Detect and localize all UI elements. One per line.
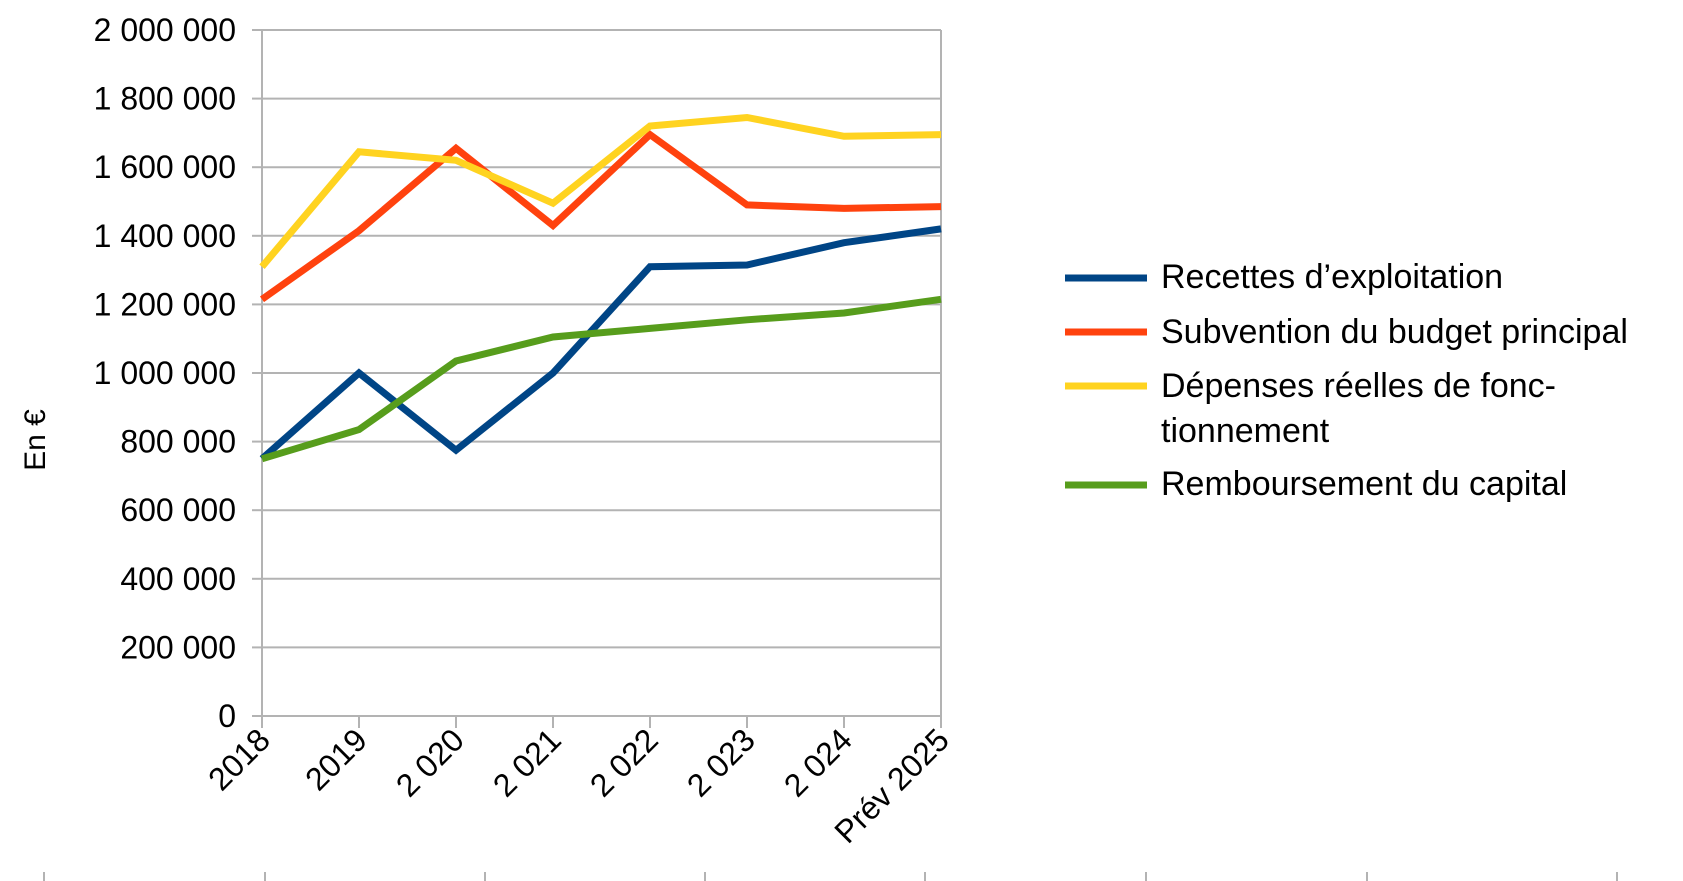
x-tick-label: 2 021 [486, 721, 568, 803]
y-tick-label: 600 000 [120, 492, 236, 528]
y-tick-label: 0 [218, 698, 236, 734]
legend-label: tionnement [1161, 412, 1330, 450]
y-tick-label: 800 000 [120, 424, 236, 460]
legend-label: Dépenses réelles de fonc- [1161, 367, 1556, 405]
y-tick-label: 1 200 000 [94, 286, 236, 322]
x-tick-label: 2018 [201, 721, 277, 797]
y-tick-label: 1 000 000 [94, 355, 236, 391]
y-tick-label: 1 600 000 [94, 149, 236, 185]
x-tick-label: 2 024 [777, 721, 859, 803]
x-tick-label: 2 023 [680, 721, 762, 803]
axes [252, 29, 942, 728]
legend: Recettes d’exploitation Subvention du bud… [1065, 258, 1628, 503]
bottom-decor-ticks [43, 872, 1618, 881]
series-line-3 [259, 113, 942, 269]
y-tick-label: 1 800 000 [94, 81, 236, 117]
y-tick-label: 1 400 000 [94, 218, 236, 254]
y-axis-title: En € [19, 409, 52, 471]
legend-label: Subvention du budget principal [1161, 313, 1628, 351]
x-tick-label: 2 020 [389, 721, 471, 803]
series-line-4 [260, 295, 942, 463]
series-lines [259, 113, 942, 463]
legend-label: Recettes d’exploitation [1161, 258, 1503, 296]
series-line-2 [259, 130, 942, 303]
legend-label: Remboursement du capital [1161, 465, 1567, 503]
x-tick-label: 2 022 [583, 721, 665, 803]
y-tick-label: 200 000 [120, 629, 236, 665]
y-tick-label: 2 000 000 [94, 12, 236, 48]
y-tick-label: 400 000 [120, 561, 236, 597]
y-tick-labels: 0 200 000 400 000 600 000 800 000 1 000 000 1 … [94, 12, 236, 734]
x-tick-label: 2019 [298, 721, 374, 797]
series-line-1 [259, 225, 942, 462]
